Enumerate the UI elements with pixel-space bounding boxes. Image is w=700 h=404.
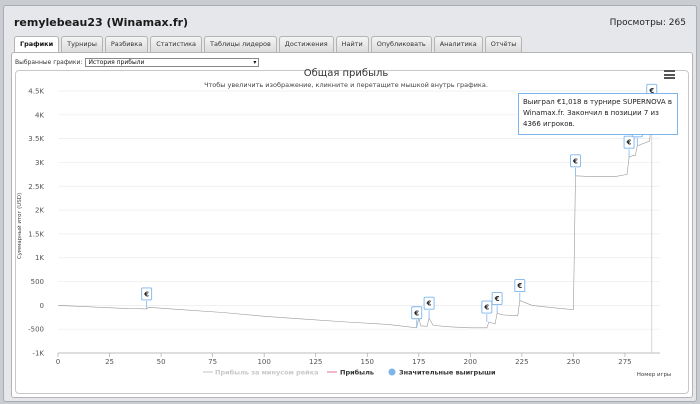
chart-container[interactable]: [15, 70, 689, 394]
chart-selector-label: Выбранные графики:: [15, 59, 83, 66]
euro-icon: €: [648, 87, 654, 95]
marker-flag: [623, 135, 635, 149]
chart-legend: Прибыль за минусом рейка Прибыль Значите…: [203, 368, 496, 377]
marker-flag: [423, 296, 435, 310]
x-tick-label: 75: [208, 358, 217, 366]
x-tick-label: 225: [515, 358, 528, 366]
tab-analytics[interactable]: Аналитика: [433, 36, 483, 52]
legend-wins-label[interactable]: Значительные выигрыши: [399, 369, 496, 377]
chart-title: Общая прибыль: [304, 68, 389, 79]
x-tick-label: 250: [567, 358, 580, 366]
euro-icon: €: [626, 139, 632, 147]
y-tick-label: 3K: [35, 159, 44, 167]
x-tick-label: 50: [157, 358, 166, 366]
x-tick-label: 275: [618, 358, 631, 366]
y-tick-label: 1K: [35, 254, 44, 262]
tab-charts[interactable]: Графики: [14, 36, 60, 53]
y-tick-label: 3.5K: [28, 135, 44, 143]
tab-reports[interactable]: Отчёты: [484, 36, 523, 52]
marker-flag: [481, 300, 493, 314]
significant-win-marker[interactable]: €: [423, 296, 435, 319]
euro-icon: €: [572, 157, 578, 165]
euro-icon: €: [413, 309, 419, 317]
y-tick-label: 500: [31, 278, 44, 286]
chart-subtitle: Чтобы увеличить изображение, кликните и …: [204, 81, 488, 89]
legend-rake-label[interactable]: Прибыль за минусом рейка: [215, 369, 319, 377]
x-tick-label: 100: [257, 358, 270, 366]
significant-win-marker[interactable]: €: [411, 306, 423, 328]
legend-profit-label[interactable]: Прибыль: [340, 369, 374, 377]
y-tick-label: 0: [40, 302, 44, 310]
x-tick-label: 25: [105, 358, 114, 366]
chart-menu-icon[interactable]: [664, 70, 675, 79]
x-tick-label: 150: [361, 358, 374, 366]
euro-icon: €: [494, 295, 500, 303]
euro-icon: €: [426, 300, 432, 308]
x-tick-label: 125: [309, 358, 322, 366]
y-tick-label: -1K: [32, 350, 44, 358]
tab-leaderboards[interactable]: Таблицы лидеров: [204, 36, 277, 52]
y-tick-label: 2K: [35, 207, 44, 215]
chart-selector-dropdown[interactable]: История прибыли ▾: [85, 58, 260, 67]
tab-breakdown[interactable]: Разбивка: [104, 36, 149, 52]
chart-selector-row: Выбранные графики: История прибыли ▾: [15, 58, 260, 67]
marker-flag: [141, 287, 153, 301]
chevron-down-icon: ▾: [253, 59, 257, 66]
x-axis-title: Номер игры: [637, 372, 672, 378]
y-tick-label: 2.5K: [28, 183, 44, 191]
tab-achievements[interactable]: Достижения: [278, 36, 334, 52]
page-title: remylebeau23 (Winamax.fr): [14, 16, 189, 29]
tab-statistics[interactable]: Статистика: [150, 36, 202, 52]
tab-publish[interactable]: Опубликовать: [370, 36, 432, 52]
y-tick-label: 4K: [35, 111, 44, 119]
legend-wins-dot: [388, 368, 396, 376]
y-tick-label: 4.5K: [28, 88, 44, 96]
euro-icon: €: [516, 282, 522, 290]
tab-tournaments[interactable]: Турниры: [61, 36, 103, 52]
euro-icon: €: [483, 304, 489, 312]
y-tick-label: -500: [28, 326, 44, 334]
significant-win-marker[interactable]: €: [623, 135, 635, 158]
significant-win-marker[interactable]: €: [570, 154, 581, 176]
y-axis-title: Суммарный итог (USD): [16, 193, 23, 259]
euro-icon: €: [143, 290, 149, 298]
significant-win-marker[interactable]: €: [491, 292, 503, 314]
app-window: remylebeau23 (Winamax.fr) Просмотры: 265…: [3, 5, 697, 402]
views-counter: Просмотры: 265: [609, 18, 686, 28]
marker-flag: [570, 154, 581, 168]
tab-bar: Графики Турниры Разбивка Статистика Табл…: [14, 36, 523, 53]
tab-find[interactable]: Найти: [335, 36, 369, 52]
significant-win-marker[interactable]: €: [141, 287, 153, 309]
significant-win-marker[interactable]: €: [514, 279, 526, 301]
y-tick-label: 1.5K: [28, 230, 44, 238]
chart-tooltip: Выиграл €1,018 в турнире SUPERNOVA в Win…: [518, 93, 678, 135]
marker-flag: [514, 279, 526, 293]
chart-selector-value: История прибыли: [88, 59, 145, 66]
x-tick-label: 200: [464, 358, 477, 366]
x-tick-label: 175: [412, 358, 425, 366]
x-tick-label: 0: [56, 358, 60, 366]
profit-series-line: [57, 104, 656, 329]
significant-win-marker[interactable]: €: [481, 300, 493, 323]
marker-flag: [411, 306, 423, 320]
marker-flag: [491, 292, 503, 305]
